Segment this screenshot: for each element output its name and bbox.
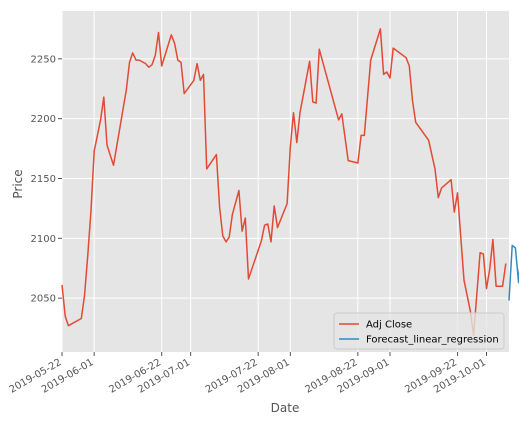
y-tick-label: 2100 bbox=[31, 234, 56, 245]
y-tick-label: 2250 bbox=[31, 54, 56, 65]
series-lines bbox=[61, 28, 519, 336]
grid-lines bbox=[61, 11, 509, 352]
legend-box bbox=[333, 312, 505, 350]
legend-label: Adj Close bbox=[366, 320, 412, 331]
series-line-forecast bbox=[508, 244, 519, 301]
legend: Adj Close Forecast_linear_regression bbox=[333, 312, 505, 350]
x-axis-label: Date bbox=[271, 401, 300, 415]
plot-background bbox=[62, 11, 509, 352]
y-tick-label: 2050 bbox=[31, 294, 56, 305]
series-line-adj-close bbox=[61, 28, 507, 336]
y-axis-ticks: 2050 2100 2150 2200 2250 bbox=[31, 54, 62, 305]
y-tick-label: 2150 bbox=[31, 174, 56, 185]
y-tick-label: 2200 bbox=[31, 114, 56, 125]
legend-label: Forecast_linear_regression bbox=[366, 335, 499, 346]
y-axis-label: Price bbox=[11, 169, 25, 198]
